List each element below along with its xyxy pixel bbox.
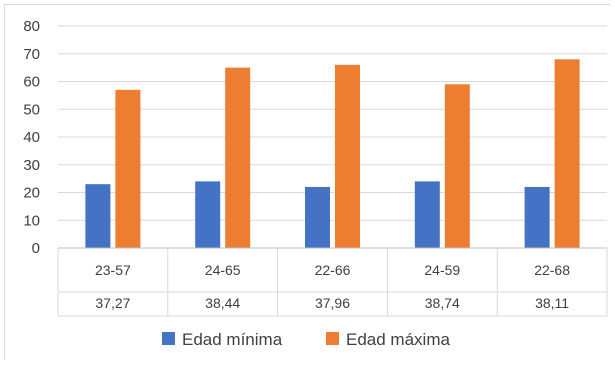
bars — [85, 59, 580, 249]
bar-edad-maxima — [115, 89, 141, 248]
bar-edad-minima — [524, 186, 550, 248]
data-table: 23-57 37,27 24-65 38,44 22-66 37,96 24-59 38,74… — [57, 247, 608, 317]
legend-label: Edad mínima — [182, 330, 283, 349]
category-label: 23-57 — [95, 262, 131, 278]
table-value: 37,27 — [95, 295, 130, 311]
legend-swatch — [162, 332, 175, 345]
table-value: 38,74 — [425, 295, 460, 311]
category-label: 24-65 — [205, 262, 241, 278]
y-tick-label: 10 — [23, 212, 40, 229]
bar-edad-maxima — [225, 67, 251, 248]
y-tick-label: 30 — [23, 157, 40, 174]
bar-edad-minima — [305, 186, 330, 248]
category-label: 22-66 — [315, 262, 351, 278]
bar-edad-minima — [195, 181, 221, 248]
bar-edad-maxima — [444, 84, 470, 249]
legend-swatch — [326, 332, 339, 345]
legend-label: Edad máxima — [346, 330, 450, 349]
y-tick-label: 40 — [23, 129, 40, 146]
bar-edad-maxima — [554, 59, 580, 248]
table-value: 37,96 — [315, 295, 350, 311]
table-value: 38,44 — [205, 295, 240, 311]
y-axis: 0 10 20 30 40 50 60 70 80 — [23, 18, 40, 257]
y-tick-label: 70 — [23, 46, 40, 63]
chart-frame — [4, 4, 610, 360]
bar-edad-minima — [85, 184, 111, 248]
legend: Edad mínima Edad máxima — [162, 330, 450, 349]
y-tick-label: 20 — [23, 185, 40, 202]
category-label: 24-59 — [424, 262, 460, 278]
table-value: 38,11 — [535, 295, 569, 311]
y-tick-label: 60 — [23, 74, 40, 91]
category-label: 22-68 — [534, 262, 570, 278]
bar-edad-maxima — [335, 64, 360, 248]
y-tick-label: 0 — [32, 240, 40, 257]
bar-edad-minima — [414, 181, 440, 248]
y-tick-label: 80 — [23, 18, 40, 35]
y-tick-label: 50 — [23, 101, 40, 118]
